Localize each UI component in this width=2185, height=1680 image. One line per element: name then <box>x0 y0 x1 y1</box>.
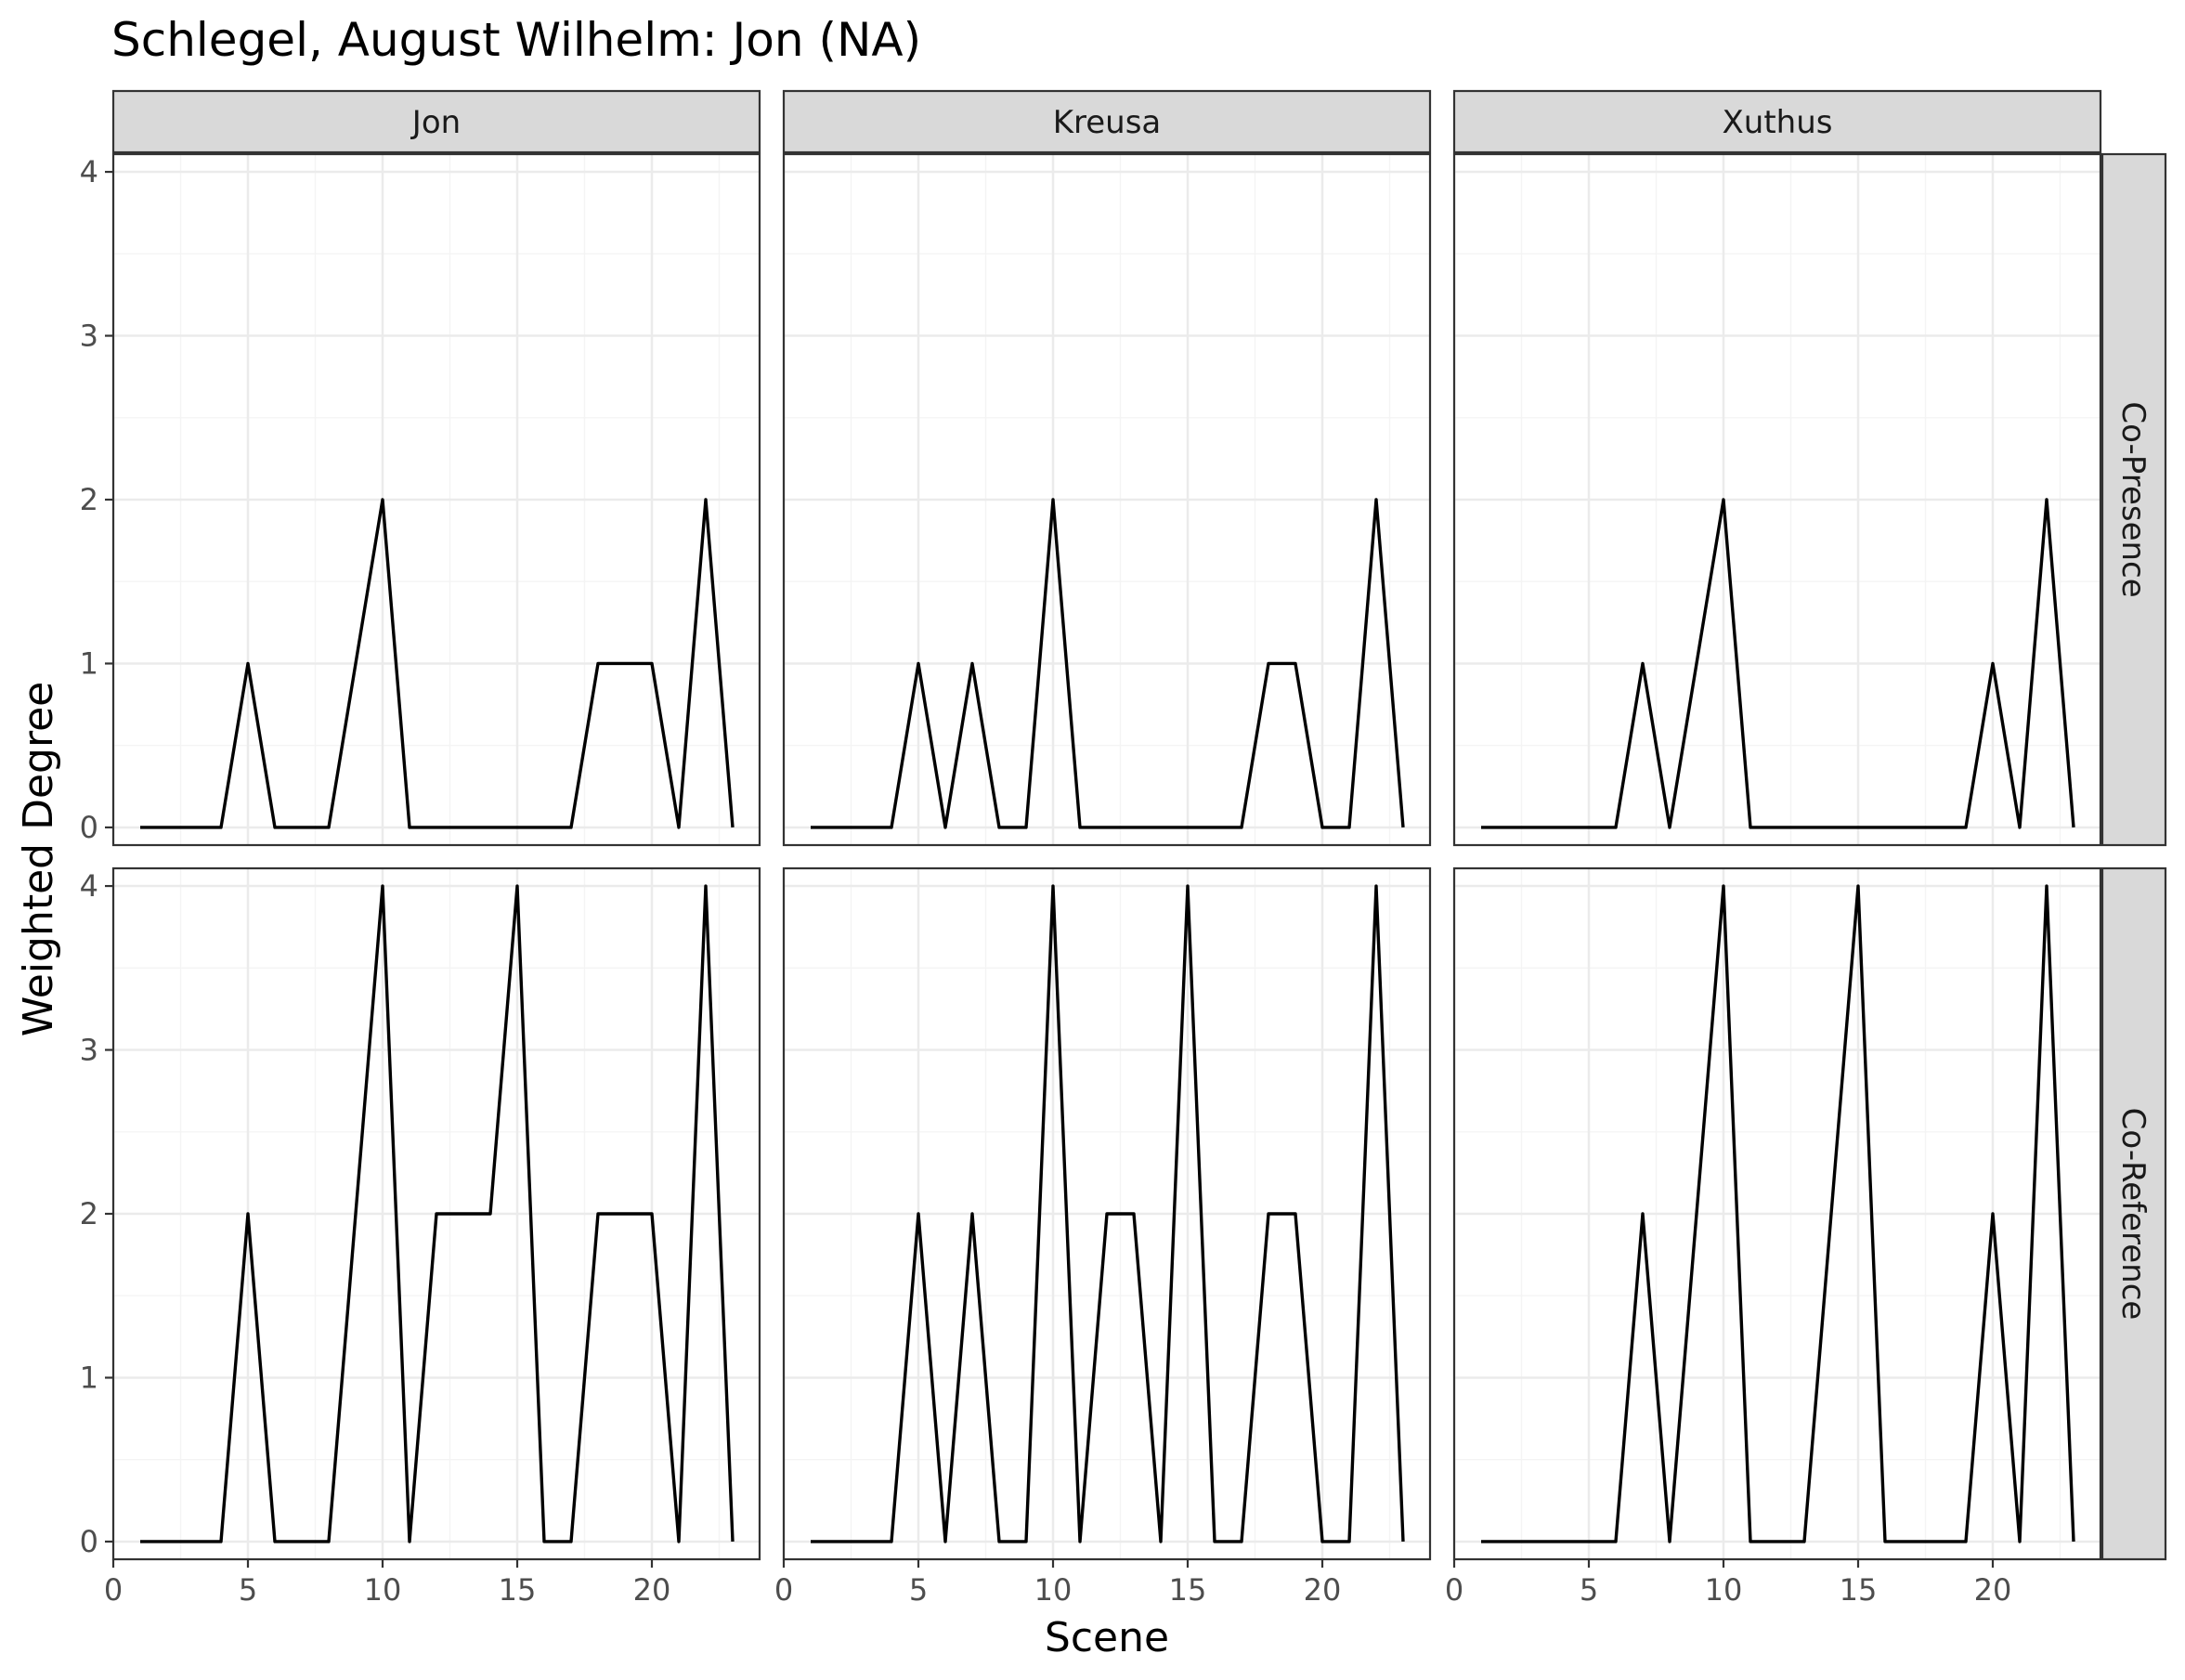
x-tick-label: 10 <box>1034 1572 1073 1608</box>
series-line-jon-co-presence <box>140 498 735 829</box>
x-tick-label: 15 <box>1840 1572 1878 1608</box>
x-tick-label: 5 <box>909 1572 928 1608</box>
strip-jon <box>111 89 761 154</box>
panel-jon-co-reference: 0 1 2 3 4 0 5 10 15 20 <box>80 866 761 1608</box>
strip-kreusa <box>782 89 1432 154</box>
panel-border <box>782 866 1432 1561</box>
x-tick-label: 15 <box>499 1572 537 1608</box>
panel-kreusa-co-reference: 0 5 10 15 20 <box>774 866 1432 1608</box>
strip-label-jon: Jon <box>410 104 461 141</box>
strip-co-presence <box>2100 152 2167 847</box>
series-line-xuthus-co-reference <box>1481 884 2075 1543</box>
series-line-kreusa-co-presence <box>811 498 1405 829</box>
series-line-kreusa-co-reference <box>811 884 1405 1543</box>
panel-xuthus-co-presence: Xuthus Co-Presence <box>1452 89 2167 847</box>
x-tick-label: 5 <box>239 1572 257 1608</box>
y-tick-label: 3 <box>80 319 98 354</box>
strip-label-co-presence: Co-Presence <box>2114 401 2152 597</box>
x-tick-label: 0 <box>1445 1572 1463 1608</box>
y-tick-label: 4 <box>80 868 98 904</box>
strip-co-reference <box>2100 866 2167 1561</box>
x-tick-label: 10 <box>1705 1572 1743 1608</box>
chart-title: Schlegel, August Wilhelm: Jon (NA) <box>111 13 921 67</box>
y-tick-label: 3 <box>80 1033 98 1068</box>
x-axis-title: Scene <box>1045 1614 1169 1661</box>
panel-xuthus-co-reference: Co-Reference 0 5 10 15 20 <box>1445 866 2167 1608</box>
y-tick-label: 2 <box>80 1196 98 1231</box>
x-tick-label: 20 <box>633 1572 671 1608</box>
panel-kreusa-co-presence: Kreusa <box>782 89 1432 847</box>
panel-border <box>782 152 1432 847</box>
y-axis-title: Weighted Degree <box>15 682 62 1036</box>
x-tick-label: 0 <box>104 1572 123 1608</box>
series-line-xuthus-co-presence <box>1481 498 2075 829</box>
y-tick-label: 0 <box>80 810 98 845</box>
y-tick-label: 1 <box>80 1360 98 1395</box>
strip-label-xuthus: Xuthus <box>1723 104 1833 141</box>
facet-panels: Jon 0 1 2 3 4 Kreusa Xuthus Co-Presence 0 1 2 3 4 0 5 10… <box>80 89 2167 1608</box>
x-tick-label: 5 <box>1580 1572 1598 1608</box>
x-tick-label: 20 <box>1974 1572 2012 1608</box>
x-tick-label: 0 <box>774 1572 793 1608</box>
strip-label-co-reference: Co-Reference <box>2114 1108 2152 1321</box>
panel-jon-co-presence: Jon 0 1 2 3 4 <box>80 89 761 847</box>
strip-label-kreusa: Kreusa <box>1053 104 1162 141</box>
series-line-jon-co-reference <box>140 884 735 1543</box>
y-tick-label: 2 <box>80 482 98 517</box>
y-tick-label: 1 <box>80 645 98 681</box>
strip-xuthus <box>1452 89 2102 154</box>
x-tick-label: 15 <box>1169 1572 1207 1608</box>
y-tick-label: 0 <box>80 1524 98 1559</box>
panel-border <box>1452 866 2102 1561</box>
y-tick-label: 4 <box>80 154 98 189</box>
panel-border <box>1452 152 2102 847</box>
x-tick-label: 20 <box>1304 1572 1342 1608</box>
x-tick-label: 10 <box>364 1572 402 1608</box>
